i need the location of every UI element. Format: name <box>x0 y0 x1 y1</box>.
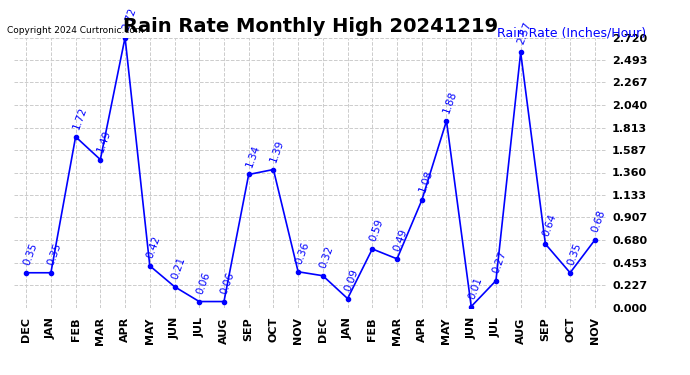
Text: 1.72: 1.72 <box>71 105 88 130</box>
Text: 1.88: 1.88 <box>442 89 459 115</box>
Text: 1.39: 1.39 <box>268 138 286 163</box>
Title: Rain Rate Monthly High 20241219: Rain Rate Monthly High 20241219 <box>123 17 498 36</box>
Text: 0.64: 0.64 <box>541 213 558 238</box>
Text: 2.72: 2.72 <box>120 6 138 31</box>
Text: 2.57: 2.57 <box>516 21 533 46</box>
Text: 0.42: 0.42 <box>145 234 162 260</box>
Text: 0.06: 0.06 <box>219 270 237 295</box>
Text: 0.01: 0.01 <box>466 275 484 300</box>
Text: 0.21: 0.21 <box>170 255 187 280</box>
Text: 0.09: 0.09 <box>343 267 360 292</box>
Text: 0.49: 0.49 <box>393 228 410 253</box>
Text: Copyright 2024 Curtronic.com: Copyright 2024 Curtronic.com <box>7 26 144 35</box>
Text: 1.49: 1.49 <box>96 128 113 153</box>
Text: Rain Rate (Inches/Hour): Rain Rate (Inches/Hour) <box>497 26 646 39</box>
Text: 0.35: 0.35 <box>46 242 63 267</box>
Text: 1.34: 1.34 <box>244 143 262 168</box>
Text: 0.36: 0.36 <box>293 240 310 266</box>
Text: 0.35: 0.35 <box>21 242 39 267</box>
Text: 0.35: 0.35 <box>565 242 582 267</box>
Text: 0.59: 0.59 <box>368 217 385 243</box>
Text: 0.32: 0.32 <box>318 244 335 270</box>
Text: 0.06: 0.06 <box>195 270 212 295</box>
Text: 1.08: 1.08 <box>417 169 434 194</box>
Text: 0.27: 0.27 <box>491 249 509 274</box>
Text: 0.68: 0.68 <box>590 209 607 234</box>
